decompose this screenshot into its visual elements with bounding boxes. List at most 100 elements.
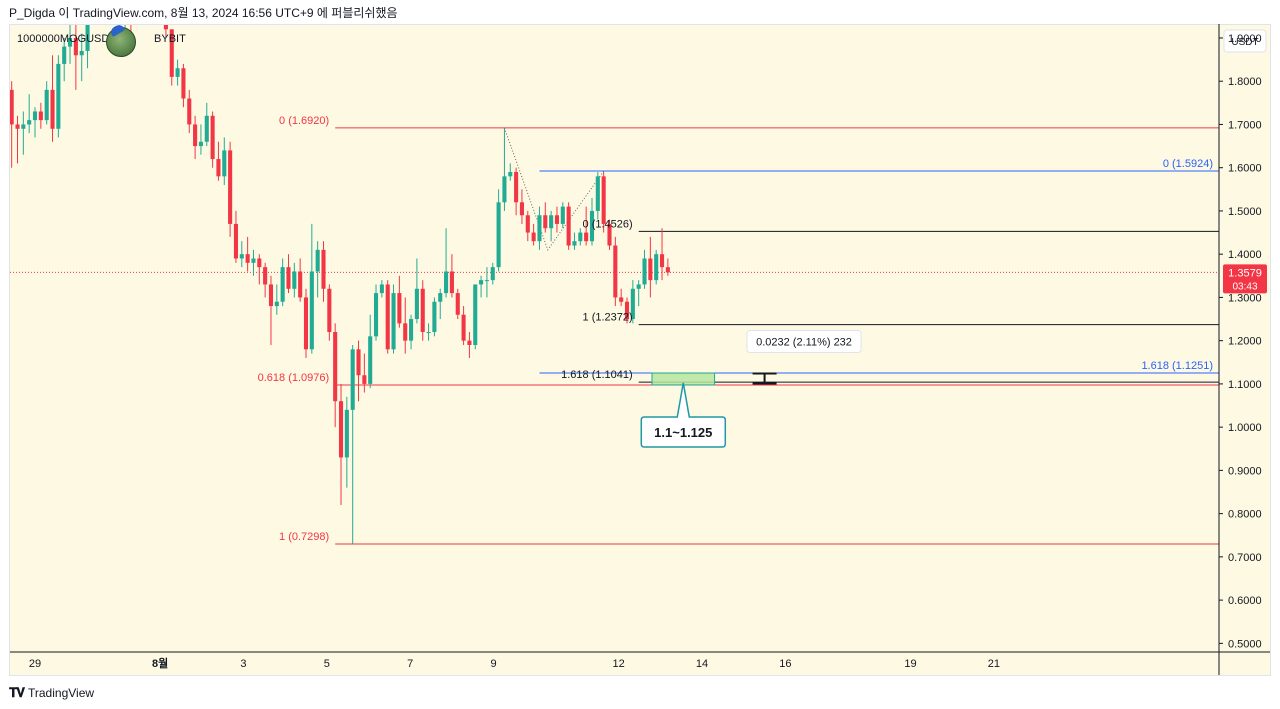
candle-body bbox=[198, 141, 203, 147]
y-tick-label-13: 0.6000 bbox=[1228, 595, 1262, 607]
candle-91 bbox=[566, 202, 571, 250]
candle-72 bbox=[455, 288, 460, 320]
candle-24 bbox=[175, 59, 180, 86]
candle-body bbox=[27, 120, 32, 125]
candle-90 bbox=[560, 202, 565, 229]
candle-body bbox=[403, 323, 408, 341]
candle-body bbox=[333, 332, 338, 402]
footer-brand[interactable]: 𝐓𝐕 TradingView bbox=[9, 685, 94, 701]
candle-body bbox=[21, 124, 26, 129]
candle-body bbox=[135, 3, 139, 12]
y-tick-label-10: 0.9000 bbox=[1228, 465, 1262, 477]
candle-body bbox=[163, 25, 168, 30]
candle-107 bbox=[659, 228, 665, 281]
candle-body bbox=[123, 8, 127, 25]
candle-body bbox=[38, 111, 43, 121]
candle-body bbox=[79, 50, 84, 56]
fib-label-2: 1 (0.7298) bbox=[279, 531, 329, 543]
candle-body bbox=[648, 258, 653, 281]
candle-body bbox=[338, 401, 344, 458]
candle-28 bbox=[198, 124, 203, 155]
candle-body bbox=[438, 293, 443, 302]
y-tick-label-11: 0.8000 bbox=[1228, 509, 1262, 521]
x-tick-label-3: 5 bbox=[324, 658, 330, 670]
candle-body bbox=[642, 258, 647, 285]
candle-body bbox=[298, 271, 303, 298]
candle-body bbox=[630, 288, 635, 320]
candle-30 bbox=[210, 111, 215, 168]
candle-body bbox=[280, 267, 285, 302]
candle-body bbox=[467, 340, 472, 345]
x-tick-label-8: 16 bbox=[779, 658, 791, 670]
candle-body bbox=[490, 267, 495, 281]
candle-53 bbox=[344, 396, 349, 488]
current-price-badge: 1.3579 03:43 bbox=[1223, 264, 1267, 294]
candle-78 bbox=[490, 262, 495, 285]
candle-body bbox=[502, 176, 507, 203]
x-tick-label-2: 3 bbox=[240, 658, 246, 670]
candle-body bbox=[420, 288, 425, 333]
candle-23 bbox=[169, 29, 174, 86]
x-tick-label-0: 29 bbox=[29, 658, 41, 670]
candle-54 bbox=[350, 344, 355, 544]
candle-body bbox=[665, 267, 670, 273]
candle-39 bbox=[263, 262, 268, 298]
x-tick-label-1: 8월 bbox=[152, 656, 168, 670]
candle-body bbox=[210, 115, 215, 160]
candle-body bbox=[496, 202, 501, 268]
candle-67 bbox=[426, 323, 431, 341]
candle-85 bbox=[531, 223, 536, 246]
x-tick-label-9: 19 bbox=[904, 658, 916, 670]
plot-layer bbox=[10, 0, 1219, 545]
candle-body bbox=[362, 375, 367, 384]
candle-22 bbox=[163, 25, 168, 38]
candle-body bbox=[566, 206, 571, 246]
candle-70 bbox=[444, 228, 449, 298]
candle-47 bbox=[309, 223, 314, 354]
candle-body bbox=[350, 349, 355, 410]
candle-73 bbox=[461, 306, 466, 345]
candle-body bbox=[251, 258, 256, 263]
candle-81 bbox=[508, 163, 513, 181]
candle-96 bbox=[595, 172, 600, 220]
candle-body bbox=[344, 409, 349, 458]
mascot-avatar-icon bbox=[106, 23, 136, 57]
candle-body bbox=[519, 202, 524, 216]
candle-7 bbox=[27, 94, 32, 134]
candle-body bbox=[239, 254, 244, 259]
candle-body bbox=[181, 68, 186, 99]
candle-86 bbox=[537, 206, 542, 250]
fib-label-0: 0 (1.6920) bbox=[279, 115, 329, 127]
candle-body bbox=[228, 150, 233, 224]
candle-body bbox=[624, 301, 630, 320]
candle-body bbox=[268, 284, 274, 307]
candle-21 bbox=[135, 0, 139, 21]
y-tick-label-14: 0.5000 bbox=[1228, 638, 1262, 650]
y-tick-label-1: 1.8000 bbox=[1228, 76, 1262, 88]
candle-80 bbox=[502, 128, 507, 211]
candle-body bbox=[484, 280, 489, 282]
candle-body bbox=[129, 8, 133, 12]
candle-71 bbox=[449, 254, 454, 298]
fib-label-5: 0 (1.4526) bbox=[583, 218, 633, 230]
candle-97 bbox=[601, 172, 606, 233]
candle-body bbox=[44, 89, 49, 121]
y-tick-label-6: 1.3000 bbox=[1228, 292, 1262, 304]
candle-34 bbox=[233, 210, 239, 263]
swing-path bbox=[503, 127, 605, 251]
candle-body bbox=[654, 254, 659, 281]
candle-body bbox=[315, 249, 320, 272]
chart-area[interactable] bbox=[9, 24, 1271, 676]
target-callout: 1.1~1.125 bbox=[640, 382, 727, 448]
candle-44 bbox=[292, 262, 297, 298]
candle-33 bbox=[228, 141, 233, 237]
candle-8 bbox=[32, 107, 38, 138]
candle-62 bbox=[397, 275, 402, 328]
candle-75 bbox=[473, 284, 478, 350]
candle-body bbox=[309, 271, 314, 350]
candle-body bbox=[56, 63, 61, 129]
candle-body bbox=[169, 29, 174, 77]
candle-body bbox=[10, 89, 14, 125]
